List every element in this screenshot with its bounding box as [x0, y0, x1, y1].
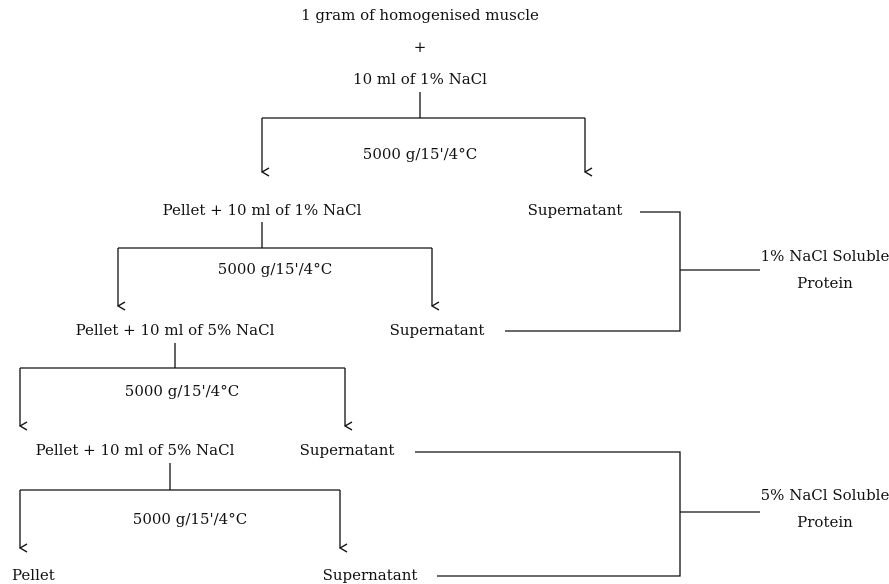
sample: 1 gram of homogenised muscle	[301, 6, 539, 24]
plus: +	[414, 38, 427, 56]
supernatant: Supernatant	[323, 566, 418, 584]
condition: 5000 g/15'/4°C	[218, 260, 332, 278]
split	[20, 463, 340, 548]
fraction-label: Protein	[797, 513, 853, 531]
pellet: Pellet + 10 ml of 5% NaCl	[36, 441, 235, 459]
solvent: 10 ml of 1% NaCl	[353, 70, 487, 88]
supernatant: Supernatant	[528, 201, 623, 219]
condition: 5000 g/15'/4°C	[133, 510, 247, 528]
fraction-label: 1% NaCl Soluble	[761, 247, 889, 265]
split	[20, 343, 345, 426]
pellet: Pellet	[12, 566, 55, 584]
split	[118, 222, 432, 306]
supernatant: Supernatant	[300, 441, 395, 459]
condition: 5000 g/15'/4°C	[363, 145, 477, 163]
bracket	[415, 451, 760, 577]
fraction-label: Protein	[797, 274, 853, 292]
pellet: Pellet + 10 ml of 5% NaCl	[76, 321, 275, 339]
pellet: Pellet + 10 ml of 1% NaCl	[163, 201, 362, 219]
fraction-label: 5% NaCl Soluble	[761, 486, 889, 504]
supernatant: Supernatant	[390, 321, 485, 339]
split	[262, 92, 585, 172]
bracket	[505, 211, 760, 332]
condition: 5000 g/15'/4°C	[125, 382, 239, 400]
